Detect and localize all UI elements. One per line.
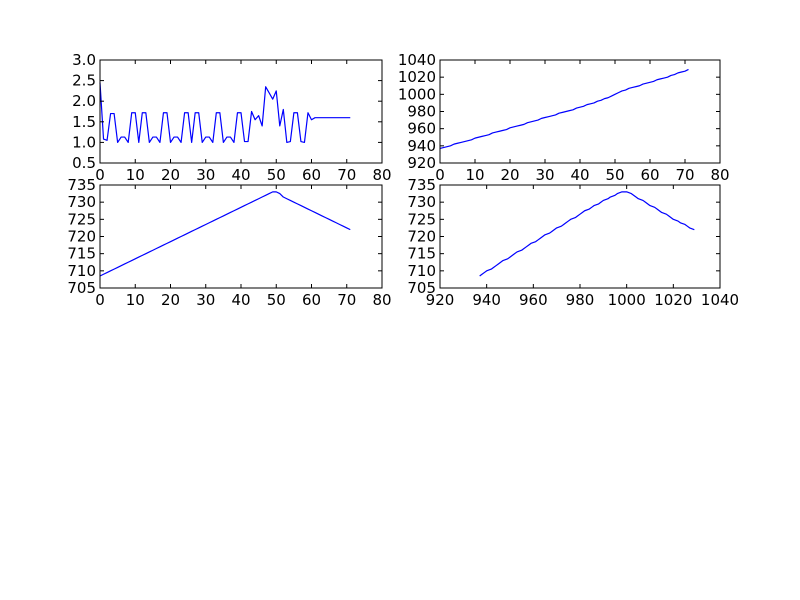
x-tick-label: 1040 [701, 291, 739, 309]
y-tick-label: 3.0 [72, 51, 96, 69]
x-tick-label: 920 [426, 291, 455, 309]
x-tick-label: 20 [161, 291, 180, 309]
x-tick-label: 20 [500, 166, 519, 184]
y-tick-label: 980 [407, 103, 436, 121]
subplot-2-series-line [439, 68, 689, 149]
x-tick-label: 1020 [654, 291, 692, 309]
x-tick-label: 60 [302, 291, 321, 309]
x-tick-label: 30 [196, 291, 215, 309]
y-tick-label: 735 [407, 176, 436, 194]
x-tick-label: 40 [231, 166, 250, 184]
x-tick-label: 0 [95, 166, 105, 184]
x-tick-label: 70 [337, 291, 356, 309]
y-tick-label: 705 [67, 279, 96, 297]
x-tick-label: 40 [570, 166, 589, 184]
y-tick-label: 720 [67, 228, 96, 246]
y-tick-label: 960 [407, 120, 436, 138]
y-tick-label: 705 [407, 279, 436, 297]
y-tick-label: 940 [407, 137, 436, 155]
x-tick-label: 0 [95, 291, 105, 309]
subplot-1-series-line [99, 82, 351, 143]
subplot-4-series-line [479, 191, 695, 277]
y-tick-label: 735 [67, 176, 96, 194]
y-tick-label: 710 [67, 262, 96, 280]
y-tick-label: 730 [67, 193, 96, 211]
y-tick-label: 725 [67, 210, 96, 228]
x-tick-label: 30 [196, 166, 215, 184]
subplot-1-axes-frame [99, 59, 383, 164]
x-tick-label: 80 [710, 166, 729, 184]
x-tick-label: 60 [640, 166, 659, 184]
x-tick-label: 10 [126, 166, 145, 184]
x-tick-label: 1000 [608, 291, 646, 309]
y-tick-label: 920 [407, 154, 436, 172]
y-tick-label: 2.5 [72, 72, 96, 90]
x-tick-label: 20 [161, 166, 180, 184]
subplot-4-axes-frame [439, 184, 721, 289]
subplot-3-series-line [99, 191, 351, 277]
y-tick-label: 720 [407, 228, 436, 246]
x-tick-label: 960 [519, 291, 548, 309]
y-tick-label: 715 [67, 245, 96, 263]
x-tick-label: 70 [675, 166, 694, 184]
y-tick-label: 715 [407, 245, 436, 263]
y-tick-label: 1.5 [72, 113, 96, 131]
y-tick-label: 1000 [398, 85, 436, 103]
x-tick-label: 60 [302, 166, 321, 184]
subplot-2: 0 10 20 30 40 50 60 70 8092094096098010001020104… [398, 51, 730, 184]
x-tick-label: 70 [337, 166, 356, 184]
y-tick-label: 710 [407, 262, 436, 280]
x-tick-label: 980 [566, 291, 595, 309]
y-tick-label: 725 [407, 210, 436, 228]
x-tick-label: 80 [372, 166, 391, 184]
x-tick-label: 50 [267, 166, 286, 184]
y-tick-label: 730 [407, 193, 436, 211]
subplot-2-axes-frame [439, 59, 721, 164]
x-tick-label: 0 [435, 166, 445, 184]
y-tick-label: 1040 [398, 51, 436, 69]
subplot-4: 920 940 960 980 1000 1020 10407057107157207257… [407, 176, 739, 309]
subplot-1: 0 10 20 30 40 50 60 70 80 0.5 1.0 1.5 2.0 2.5 3.0 [72, 51, 391, 184]
y-tick-label: 0.5 [72, 154, 96, 172]
y-tick-label: 1.0 [72, 133, 96, 151]
x-tick-label: 30 [535, 166, 554, 184]
subplot-3-axes-frame [99, 184, 383, 289]
x-tick-label: 50 [605, 166, 624, 184]
x-tick-label: 80 [372, 291, 391, 309]
x-tick-label: 40 [231, 291, 250, 309]
y-tick-label: 1020 [398, 68, 436, 86]
x-tick-label: 10 [465, 166, 484, 184]
y-tick-label: 2.0 [72, 92, 96, 110]
x-tick-label: 50 [267, 291, 286, 309]
x-tick-label: 10 [126, 291, 145, 309]
x-tick-label: 940 [472, 291, 501, 309]
